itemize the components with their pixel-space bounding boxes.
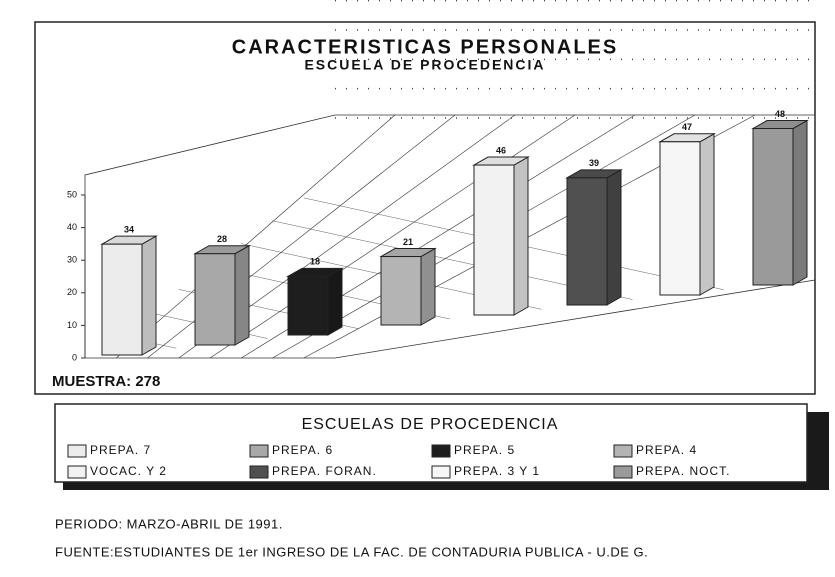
legend-box <box>54 403 808 483</box>
legend-label: PREPA. 7 <box>90 443 151 457</box>
chart-title: CARACTERISTICAS PERSONALES <box>232 36 618 58</box>
bar-side <box>234 244 250 346</box>
data-label: 18 <box>310 257 320 267</box>
bar <box>473 164 515 316</box>
data-label: 34 <box>124 225 134 235</box>
legend-swatch <box>67 465 87 479</box>
bar <box>659 141 701 296</box>
legend-label: PREPA. 6 <box>272 443 333 457</box>
legend-label: PREPA. FORAN. <box>272 464 377 478</box>
legend-label: PREPA. 4 <box>636 443 697 457</box>
legend-swatch <box>613 465 633 479</box>
floor <box>84 114 816 359</box>
legend-title: ESCUELAS DE PROCEDENCIA <box>302 416 559 433</box>
data-label: 21 <box>403 237 413 247</box>
bar <box>194 253 236 346</box>
legend-swatch <box>249 465 269 479</box>
footer: FUENTE:ESTUDIANTES DE 1er INGRESO DE LA … <box>55 544 648 559</box>
y-tick-label: 40 <box>67 222 77 232</box>
legend-label: PREPA. 3 Y 1 <box>454 464 540 478</box>
bar-side <box>699 132 715 296</box>
bar-side <box>513 156 529 316</box>
floor-line <box>116 114 396 359</box>
bar <box>566 177 608 306</box>
legend-swatch <box>249 444 269 458</box>
annotation: MUESTRA: 278 <box>52 373 160 390</box>
data-label: 46 <box>496 145 506 155</box>
data-label: 47 <box>682 122 692 132</box>
floor-outline <box>84 114 816 359</box>
legend-swatch <box>613 444 633 458</box>
data-label: 39 <box>589 158 599 168</box>
bar <box>380 256 422 326</box>
floor-line <box>209 114 576 359</box>
y-tick-label: 30 <box>67 255 77 265</box>
bar-side <box>792 119 808 286</box>
y-tick-label: 20 <box>67 287 77 297</box>
legend-swatch <box>431 444 451 458</box>
data-label: 48 <box>775 109 785 119</box>
chart-subtitle: ESCUELA DE PROCEDENCIA <box>304 57 545 73</box>
bar-side <box>606 168 622 306</box>
legend-label: PREPA. NOCT. <box>636 464 730 478</box>
bar-side <box>141 235 157 356</box>
data-label: 28 <box>217 234 227 244</box>
y-tick-label: 0 <box>72 352 77 362</box>
y-tick-label: 10 <box>67 320 77 330</box>
y-tick-label: 50 <box>67 189 77 199</box>
legend-swatch <box>67 444 87 458</box>
legend-label: PREPA. 5 <box>454 443 515 457</box>
bar <box>287 275 329 336</box>
bar-side <box>420 247 436 326</box>
bar <box>752 128 794 286</box>
legend-swatch <box>431 465 451 479</box>
bar-side <box>327 267 343 336</box>
bar <box>101 243 143 356</box>
footer: PERIODO: MARZO-ABRIL DE 1991. <box>55 516 283 531</box>
legend-label: VOCAC. Y 2 <box>90 464 167 478</box>
